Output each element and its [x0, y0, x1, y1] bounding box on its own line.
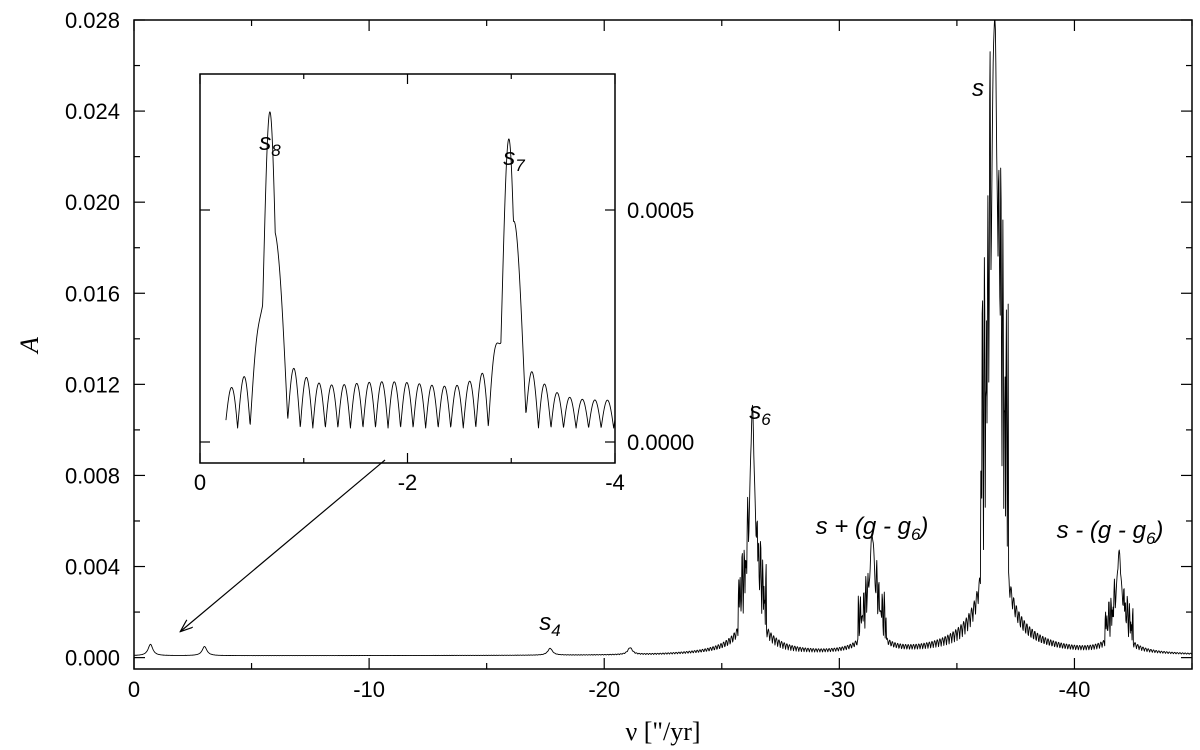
- inset-tick-labels: 0 -2 -40.0000 0.0005: [194, 198, 694, 495]
- inset-peak-label: s7: [503, 144, 525, 175]
- main-y-tick-label: 0.024: [65, 99, 120, 124]
- main-ticks: [133, 19, 1193, 669]
- main-y-tick-label: 0.004: [65, 555, 120, 580]
- main-x-tick-label: -30: [823, 677, 855, 702]
- inset-peak-labels: s8 s7: [259, 129, 525, 175]
- main-y-tick-label: 0.028: [65, 8, 120, 33]
- x-axis-title: ν ["/yr]: [625, 717, 700, 746]
- main-y-tick-label: 0.000: [65, 646, 120, 671]
- inset-zoom-arrow: [181, 459, 386, 631]
- main-x-tick-label: -20: [588, 677, 620, 702]
- main-spectrum-line: [133, 19, 1193, 657]
- main-x-tick-label: -40: [1059, 677, 1091, 702]
- main-y-tick-label: 0.012: [65, 372, 120, 397]
- main-plot-frame: [133, 19, 1193, 670]
- inset-y-tick-label: 0.0005: [627, 198, 694, 223]
- inset-background: [200, 74, 615, 463]
- inset-x-tick-label: -2: [398, 470, 418, 495]
- main-x-tick-label: 0: [128, 677, 140, 702]
- inset-x-tick-label: 0: [194, 470, 206, 495]
- main-peak-label: s6: [749, 398, 771, 429]
- main-tick-labels: 0 -10 -20 -30 -400.0000.0040.0080.0120.0160.…: [65, 8, 1090, 702]
- main-y-tick-label: 0.008: [65, 463, 120, 488]
- inset-ticks: [199, 74, 616, 463]
- main-x-tick-label: -10: [353, 677, 385, 702]
- main-peak-labels: s s6 s + (g - g6) s - (g - g6) s4: [539, 75, 1163, 640]
- main-y-tick-label: 0.016: [65, 281, 120, 306]
- main-y-tick-label: 0.020: [65, 190, 120, 215]
- inset-peak-label: s8: [259, 129, 281, 160]
- y-axis-title: A: [15, 337, 44, 355]
- main-peak-label: s: [972, 75, 984, 102]
- main-peak-label: s4: [539, 609, 560, 640]
- main-peak-label: s + (g - g6): [816, 513, 929, 544]
- main-peak-label: s - (g - g6): [1057, 517, 1164, 548]
- inset-spectrum-line: [225, 111, 616, 429]
- inset-x-tick-label: -4: [605, 470, 625, 495]
- inset-y-tick-label: 0.0000: [627, 430, 694, 455]
